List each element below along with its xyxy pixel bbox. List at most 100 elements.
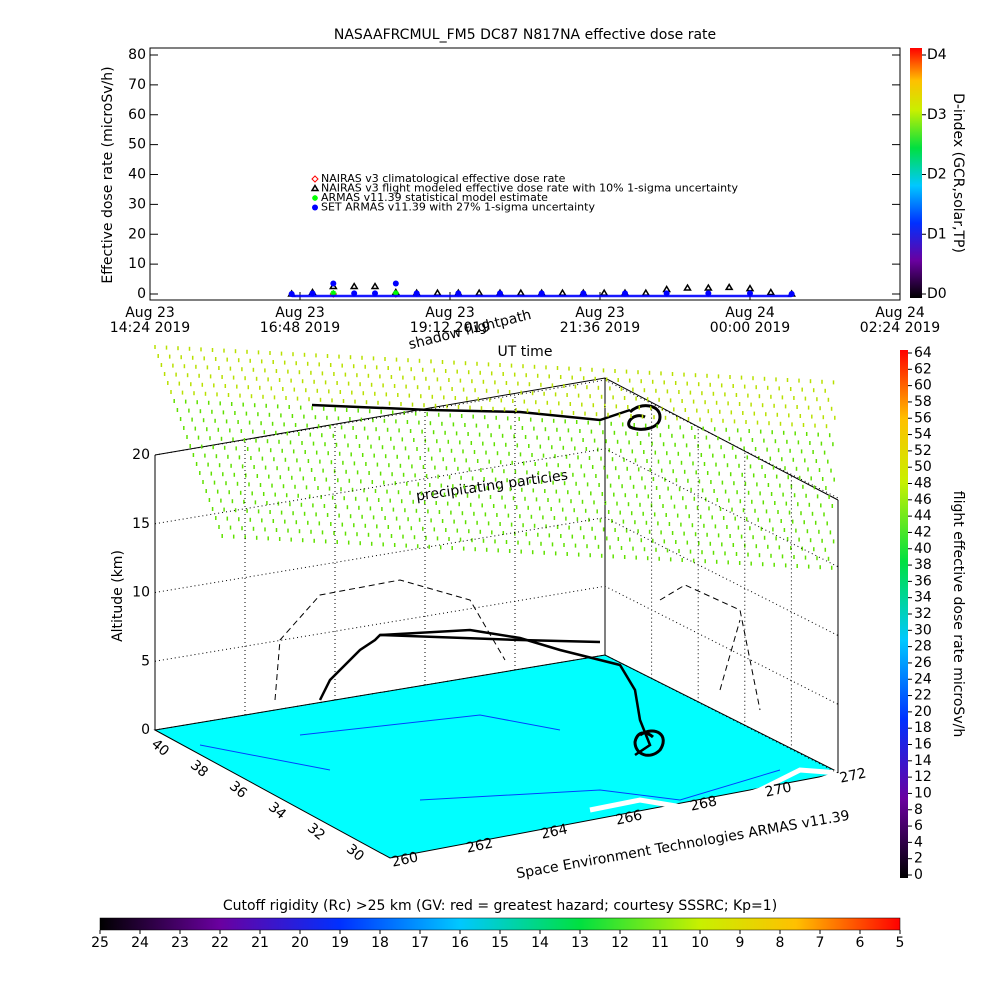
- colorbar-tick-label: 15: [491, 935, 509, 951]
- grid-line: [154, 516, 839, 636]
- data-point: [433, 288, 442, 296]
- coastline: [199, 714, 781, 801]
- colorbar-tick-label: 30: [914, 622, 932, 638]
- legend-marker: [310, 184, 320, 192]
- colorbar-tick-label: 58: [914, 394, 932, 410]
- axis-edge: [154, 377, 839, 501]
- y-axis-label: Effective dose rate (microSv/h): [100, 66, 116, 283]
- colorbar-tick-label: 24: [131, 935, 149, 951]
- y-tick-label: 80: [128, 47, 146, 63]
- y-tick-label: 30: [128, 196, 146, 212]
- colorbar-tick-label: 21: [251, 935, 269, 951]
- x-tick-label: Aug 23 19:12 2019: [410, 305, 490, 336]
- flight-path: [633, 729, 665, 757]
- annotation: precipitating particles: [415, 467, 569, 504]
- colorbar-tick-label: 10: [691, 935, 709, 951]
- x-tick-label: Aug 24 02:24 2019: [860, 305, 940, 336]
- data-point: [683, 283, 692, 291]
- x-tick-label: Aug 23 14:24 2019: [110, 305, 190, 336]
- colorbar-title: flight effective dose rate microSv/h: [950, 491, 966, 737]
- colorbar-tick-label: 28: [914, 639, 932, 655]
- colorbar-tick-label: 36: [914, 573, 932, 589]
- colorbar-tick-label: 25: [91, 935, 109, 951]
- legend-label: SET ARMAS v11.39 with 27% 1-sigma uncert…: [321, 201, 595, 214]
- colorbar-tick-label: D3: [927, 107, 947, 123]
- data-point: [392, 280, 399, 287]
- x-tick-label: 266: [614, 807, 644, 828]
- surface-3d: [153, 377, 842, 859]
- colorbar-tick-label: 16: [451, 935, 469, 951]
- legend-marker: [311, 175, 319, 183]
- data-point: [745, 284, 755, 292]
- z-axis-label: Altitude (km): [110, 550, 126, 642]
- colorbar-tick-label: 6: [856, 935, 865, 951]
- data-point: [704, 283, 713, 291]
- y-tick-label: 40: [128, 167, 146, 183]
- colorbar-tick-label: 16: [914, 737, 932, 753]
- y-tick-label: 30: [343, 841, 367, 865]
- colorbar-tick-label: D2: [927, 167, 947, 183]
- colorbar-tick-label: 23: [171, 935, 189, 951]
- colorbar-tick-label: 2: [914, 851, 923, 867]
- colorbar-tick-label: 62: [914, 361, 932, 377]
- colorbar-tick-label: 13: [571, 935, 589, 951]
- data-point: [724, 282, 734, 291]
- data-point: [558, 288, 567, 296]
- x-tick-label: Aug 23 21:36 2019: [560, 305, 640, 336]
- colorbar-tick-label: 22: [211, 935, 229, 951]
- projection: [274, 579, 761, 711]
- y-tick-label: 10: [128, 256, 146, 272]
- colorbar-tick-label: 26: [914, 655, 932, 671]
- colorbar-tick-label: 10: [914, 785, 932, 801]
- colorbar-tick-label: 14: [531, 935, 549, 951]
- y-tick-label: 34: [265, 799, 289, 823]
- legend-marker: [312, 204, 318, 211]
- grid-line: [154, 379, 839, 499]
- y-tick-label: 0: [137, 286, 146, 302]
- colorbar-tick-label: 44: [914, 508, 932, 524]
- colorbar-title: Cutoff rigidity (Rc) >25 km (GV: red = g…: [223, 898, 777, 914]
- legend-label: NAIRAS v3 climatological effective dose …: [321, 172, 566, 185]
- colorbar-tick-label: 11: [651, 935, 669, 951]
- colorbar-title: D-index (GCR,solar,TP): [950, 93, 966, 253]
- grid-line: [154, 448, 839, 568]
- colorbar-tick-label: 60: [914, 378, 932, 394]
- x-tick-label: 272: [838, 765, 867, 786]
- z-tick-label: 15: [132, 516, 150, 532]
- shadow-flightpath: [311, 403, 631, 422]
- gulf: [589, 767, 841, 813]
- data-point: [330, 290, 337, 297]
- colorbar-tick-label: 18: [914, 720, 932, 736]
- legend-label: NAIRAS v3 flight modeled effective dose …: [321, 182, 738, 195]
- colorbar-tick-label: 7: [816, 935, 825, 951]
- colorbar-tick-label: D1: [927, 226, 947, 242]
- colorbar-tick-label: 9: [736, 935, 745, 951]
- colorbar-tick-label: 8: [914, 802, 923, 818]
- colorbar-tick-label: D0: [927, 286, 947, 302]
- legend-marker: [312, 195, 318, 201]
- colorbar-tick-label: 18: [371, 935, 389, 951]
- colorbar-tick-label: D4: [927, 47, 947, 63]
- z-tick-label: 5: [141, 653, 150, 669]
- colorbar-tick-label: 32: [914, 606, 932, 622]
- y-tick-label: 60: [128, 107, 146, 123]
- colorbar-tick-label: 34: [914, 590, 932, 606]
- colorbar-tick-label: 17: [411, 935, 429, 951]
- y-tick-label: 38: [187, 757, 211, 781]
- data-point: [599, 288, 609, 296]
- data-point: [392, 290, 399, 297]
- colorbar-tick-label: 12: [914, 769, 932, 785]
- colorbar-tick-label: 0: [914, 867, 923, 883]
- data-point: [349, 282, 359, 290]
- data-point: [516, 288, 526, 296]
- y-tick-label: 40: [148, 736, 172, 760]
- colorbar-tick-label: 46: [914, 492, 932, 508]
- colorbar-tick-label: 4: [914, 834, 923, 850]
- z-tick-label: 0: [141, 722, 150, 738]
- shadow-flightpath: [627, 404, 662, 431]
- y-tick-label: 50: [128, 137, 146, 153]
- colorbar-tick-label: 50: [914, 459, 932, 475]
- flight-path: [318, 633, 601, 701]
